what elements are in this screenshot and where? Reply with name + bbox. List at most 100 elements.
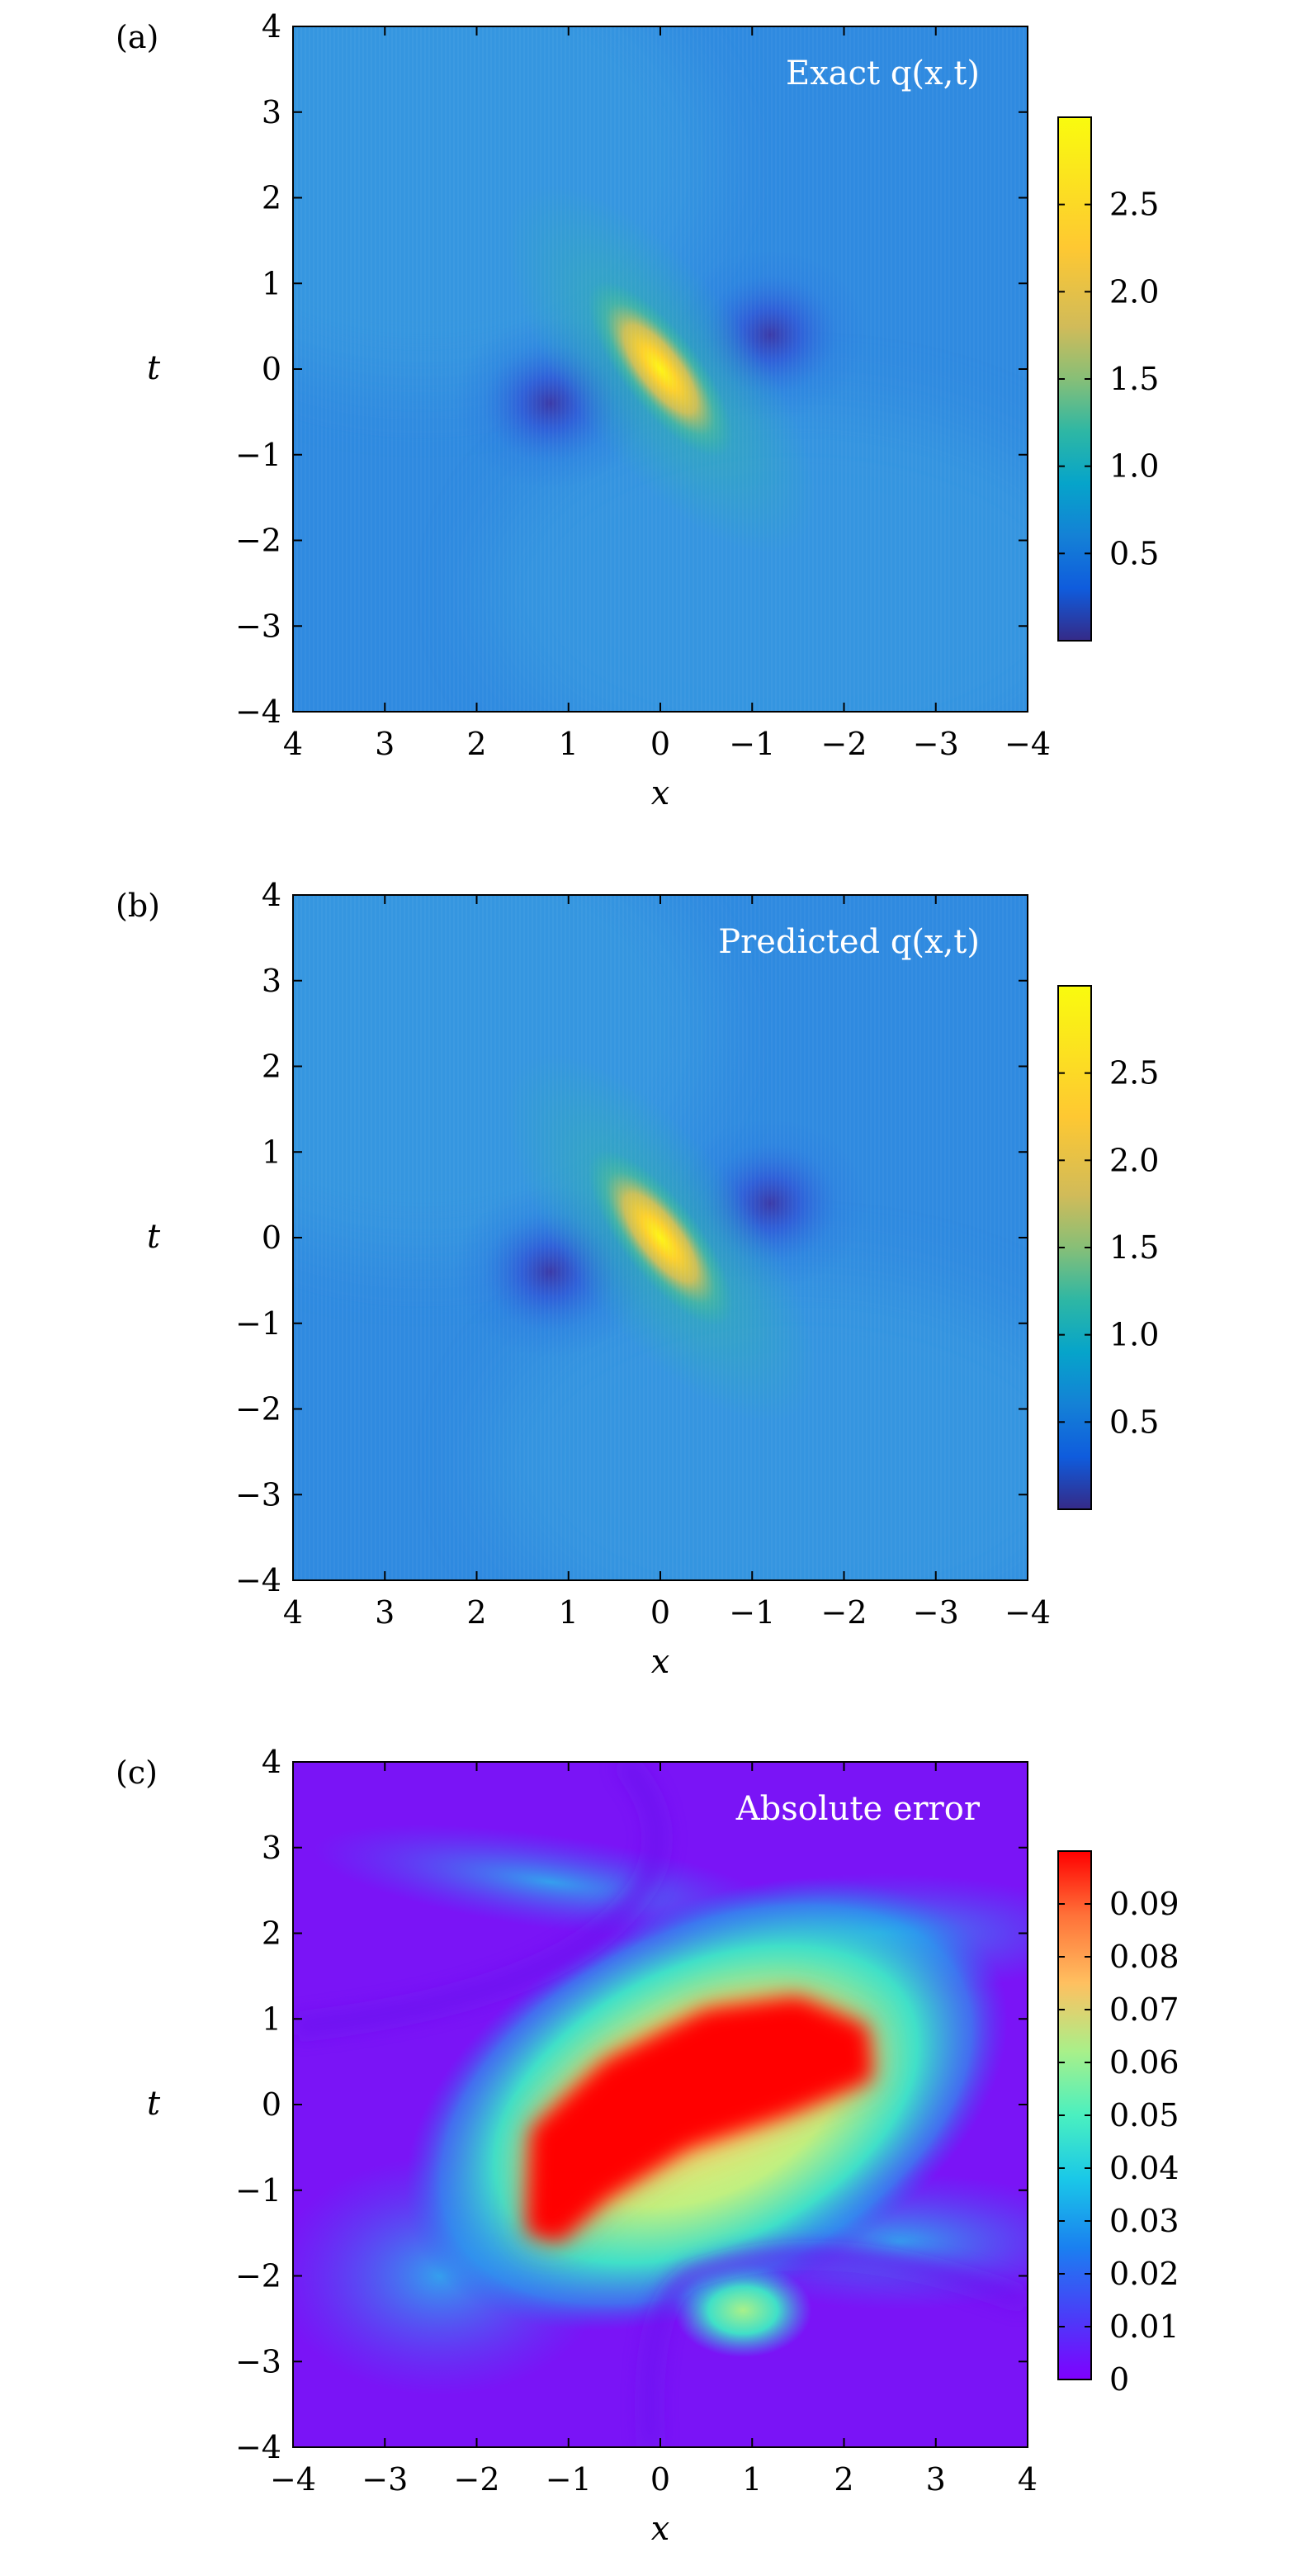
x-tick-label: 3 (375, 726, 395, 762)
y-tick-label: 4 (262, 8, 281, 45)
x-tick-label: 4 (283, 1594, 303, 1631)
y-tick-label: 2 (262, 1049, 281, 1085)
heatmap-peak (588, 1149, 733, 1326)
y-tick-label: 2 (262, 180, 281, 216)
x-tick-label: −3 (913, 726, 959, 762)
colorbar-tick-label: 1.0 (1109, 1317, 1159, 1353)
y-tick-label: 2 (262, 1915, 281, 1952)
heatmap-peak (588, 281, 733, 457)
colorbar-tick-label: 0.08 (1109, 1939, 1179, 1975)
x-tick-label: −4 (1005, 726, 1051, 762)
y-tick-label: −2 (235, 523, 281, 559)
heatmap-field (293, 895, 1028, 1580)
y-tick-label: −3 (235, 2343, 281, 2379)
x-tick-label: 3 (926, 2461, 946, 2498)
heatmap-field (293, 26, 1028, 712)
y-tick-label: −4 (235, 694, 281, 730)
x-tick-label: 1 (559, 1594, 579, 1631)
x-tick-label: 0 (650, 1594, 670, 1631)
heatmap-panel-3: −4 −3 −2 −1 0 1 2 3 4 −4 −3 −2 −1 0 1 2 3 4 x t (c) Absolute … (116, 1744, 1179, 2548)
colorbar-tick-label: 0.5 (1109, 1404, 1159, 1440)
heatmap-field (293, 1762, 1028, 2447)
y-tick-label: 4 (262, 877, 281, 913)
x-axis-ticks: −4 −3 −2 −1 0 1 2 3 4 (270, 1762, 1038, 2498)
y-tick-label: −2 (235, 1391, 281, 1428)
y-tick-label: 4 (262, 1744, 281, 1780)
heatmap-panel-1: 4 3 2 1 0 −1 −2 −3 −4 −4 −3 −2 −1 0 1 2 3 4 x t (a) Exact q(x… (116, 8, 1159, 812)
x-tick-label: −2 (820, 1594, 867, 1631)
plot-title: Predicted q(x,t) (718, 923, 980, 961)
x-tick-label: −1 (546, 2461, 592, 2498)
colorbar-tick-label: 2.0 (1109, 273, 1159, 310)
colorbar-tick-label: 0.01 (1109, 2308, 1179, 2345)
y-tick-label: −4 (235, 2429, 281, 2465)
colorbar-tick-label: 0.5 (1109, 535, 1159, 571)
y-axis-label: t (147, 349, 161, 387)
y-tick-label: 0 (262, 1219, 281, 1256)
x-tick-label: 0 (650, 726, 670, 762)
colorbar-tick-label: 0 (1109, 2361, 1129, 2398)
y-axis-ticks: −4 −3 −2 −1 0 1 2 3 4 (235, 8, 1028, 730)
colorbar-tick-label: 2.5 (1109, 1055, 1159, 1091)
x-tick-label: 3 (375, 1594, 395, 1631)
error-valley (293, 1762, 667, 2037)
heatmap-panel-2: 4 3 2 1 0 −1 −2 −3 −4 −4 −3 −2 −1 0 1 2 3 4 x t (b) Predicted… (116, 877, 1159, 1681)
x-tick-label: 4 (283, 726, 303, 762)
panel-label: (b) (116, 888, 160, 924)
x-tick-label: 2 (834, 2461, 853, 2498)
colorbar-tick-label: 0.03 (1109, 2203, 1179, 2239)
colorbar-tick-label: 2.5 (1109, 187, 1159, 223)
colorbar-tick-label: 1.0 (1109, 448, 1159, 485)
y-tick-label: 3 (262, 1830, 281, 1866)
y-tick-label: −3 (235, 608, 281, 644)
x-tick-label: −3 (362, 2461, 408, 2498)
plot-title: Exact q(x,t) (786, 54, 980, 92)
x-tick-label: −3 (913, 1594, 959, 1631)
x-tick-label: −2 (820, 726, 867, 762)
y-tick-label: 3 (262, 94, 281, 130)
x-tick-label: −1 (729, 1594, 775, 1631)
x-axis-label: x (651, 1643, 670, 1681)
x-tick-label: 4 (1018, 2461, 1038, 2498)
error-core (527, 1997, 872, 2242)
y-tick-label: 1 (262, 2001, 281, 2037)
y-axis-label: t (147, 2085, 161, 2123)
colorbar-tick-label: 1.5 (1109, 1229, 1159, 1266)
y-tick-label: −1 (235, 437, 281, 473)
x-tick-label: 1 (742, 2461, 762, 2498)
y-tick-label: −3 (235, 1476, 281, 1513)
panel-label: (a) (116, 19, 158, 55)
x-tick-label: 1 (559, 726, 579, 762)
y-tick-label: 3 (262, 963, 281, 999)
y-tick-label: −4 (235, 1562, 281, 1598)
colorbar-tick-label: 0.09 (1109, 1886, 1179, 1922)
colorbar-tick-label: 0.07 (1109, 1991, 1179, 2028)
x-tick-label: −4 (1005, 1594, 1051, 1631)
plot-title: Absolute error (735, 1790, 981, 1828)
heatmap-shade (485, 403, 1028, 712)
colorbar: 0 0.01 0.02 0.03 0.04 0.05 0.06 0.07 0.08 0.09 (1057, 1850, 1179, 2398)
y-axis-ticks: −4 −3 −2 −1 0 1 2 3 4 (235, 877, 1028, 1598)
colorbar: 0.5 1.0 1.5 2.0 2.5 (1057, 116, 1159, 642)
y-tick-label: −1 (235, 2172, 281, 2209)
x-tick-label: 2 (466, 1594, 486, 1631)
x-axis-ticks: 4 3 2 1 0 −1 −2 −3 −4 (283, 895, 1051, 1631)
y-tick-label: 1 (262, 1134, 281, 1170)
x-tick-label: 2 (466, 726, 486, 762)
colorbar-tick-label: 2.0 (1109, 1142, 1159, 1178)
error-valley (641, 2247, 1028, 2447)
y-tick-label: 0 (262, 351, 281, 387)
x-axis-label: x (651, 2510, 670, 2548)
colorbar-tick-label: 0.06 (1109, 2044, 1179, 2081)
colorbar-tick-label: 0.02 (1109, 2256, 1179, 2292)
y-tick-label: 1 (262, 265, 281, 301)
y-tick-label: −1 (235, 1305, 281, 1342)
colorbar-tick-label: 0.05 (1109, 2097, 1179, 2133)
x-axis-label: x (651, 774, 670, 812)
x-tick-label: 0 (650, 2461, 670, 2498)
panel-label: (c) (116, 1754, 158, 1791)
colorbar-tick-label: 1.5 (1109, 361, 1159, 397)
error-local-max (674, 2262, 812, 2358)
x-tick-label: −2 (453, 2461, 499, 2498)
